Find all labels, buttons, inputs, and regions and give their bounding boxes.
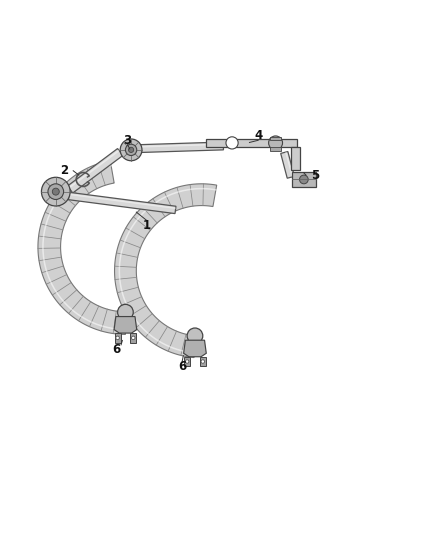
Polygon shape — [141, 142, 223, 152]
Polygon shape — [281, 151, 294, 178]
Circle shape — [131, 336, 135, 340]
Circle shape — [128, 147, 134, 152]
Circle shape — [125, 144, 137, 156]
Text: 4: 4 — [254, 130, 262, 142]
Text: 6: 6 — [178, 360, 186, 373]
Polygon shape — [115, 333, 120, 343]
Text: 3: 3 — [124, 134, 132, 147]
Polygon shape — [184, 357, 190, 366]
Text: 6: 6 — [113, 343, 121, 356]
Polygon shape — [292, 172, 316, 187]
Circle shape — [116, 336, 119, 340]
Circle shape — [300, 175, 308, 184]
Polygon shape — [67, 149, 123, 193]
Circle shape — [185, 360, 189, 364]
Polygon shape — [184, 340, 206, 357]
Polygon shape — [206, 139, 297, 147]
Polygon shape — [115, 184, 217, 358]
Circle shape — [48, 184, 64, 199]
Polygon shape — [270, 147, 281, 151]
Polygon shape — [68, 192, 176, 214]
Circle shape — [52, 188, 59, 195]
Circle shape — [268, 136, 283, 150]
Polygon shape — [38, 161, 125, 334]
Circle shape — [117, 304, 133, 320]
Polygon shape — [69, 193, 176, 209]
Circle shape — [226, 137, 238, 149]
Circle shape — [42, 177, 70, 206]
Text: 2: 2 — [60, 164, 69, 177]
Polygon shape — [270, 137, 281, 140]
Circle shape — [201, 360, 205, 364]
Circle shape — [120, 139, 142, 161]
Text: 5: 5 — [311, 168, 319, 182]
Polygon shape — [285, 152, 293, 177]
Polygon shape — [200, 357, 206, 366]
Text: 1: 1 — [143, 219, 151, 232]
Polygon shape — [130, 333, 136, 343]
Polygon shape — [68, 150, 120, 189]
Polygon shape — [291, 147, 300, 170]
Polygon shape — [141, 143, 223, 148]
Circle shape — [187, 328, 203, 344]
Polygon shape — [114, 317, 137, 333]
